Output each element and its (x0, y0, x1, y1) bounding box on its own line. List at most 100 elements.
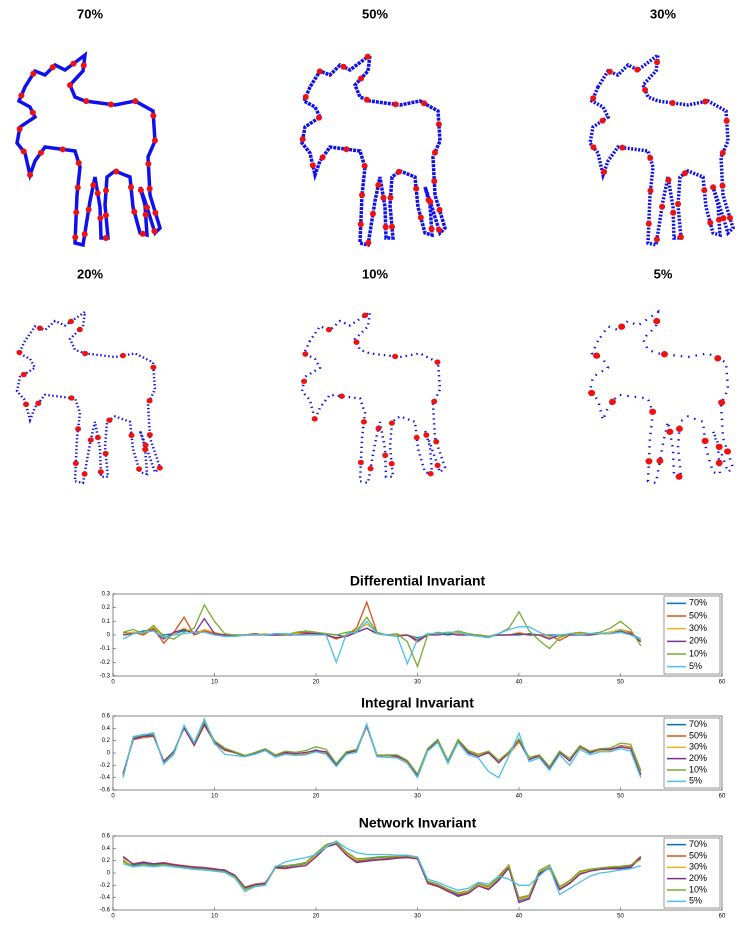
x-tick-label: 10 (211, 794, 218, 800)
sample-point (16, 349, 23, 356)
moose-panel (299, 53, 447, 247)
sample-point (413, 434, 420, 441)
x-tick-label: 20 (313, 680, 320, 686)
moose-panel (588, 310, 735, 485)
sample-point (719, 182, 726, 189)
sample-point (23, 401, 30, 408)
sample-point (102, 450, 109, 457)
sample-point (431, 178, 438, 185)
sample-point (90, 182, 97, 189)
sample-point (325, 326, 332, 333)
sample-point (136, 466, 143, 472)
sample-point (72, 460, 79, 466)
sample-point (659, 203, 666, 210)
y-tick-label: 0.4 (102, 726, 111, 732)
sample-point (94, 190, 101, 197)
sample-point (608, 398, 616, 405)
sample-point (18, 92, 25, 99)
sample-point (102, 235, 109, 241)
x-tick-label: 40 (516, 914, 523, 920)
series-line (122, 620, 642, 666)
sample-point (392, 101, 399, 108)
sample-point (97, 215, 104, 222)
sample-point (645, 458, 653, 465)
y-tick-label: 0.1 (102, 619, 111, 625)
sample-point (388, 420, 395, 426)
moose-outline (15, 310, 162, 485)
sample-point (150, 364, 157, 370)
sample-point (319, 154, 326, 161)
sample-point (299, 136, 306, 143)
sample-point (593, 352, 601, 359)
sample-point (413, 185, 420, 192)
sample-point (431, 398, 438, 405)
sample-point (588, 389, 596, 397)
x-tick-label: 20 (313, 794, 320, 800)
y-tick-label: 0.4 (102, 846, 111, 852)
x-tick-label: 50 (617, 914, 624, 920)
sample-point (361, 162, 368, 169)
x-tick-label: 30 (414, 794, 421, 800)
sample-point (142, 446, 149, 453)
sample-point (30, 70, 37, 77)
sample-point (81, 231, 88, 238)
moose-outline (15, 53, 162, 247)
legend-label: 70% (689, 839, 707, 849)
x-tick-label: 60 (719, 914, 726, 920)
sample-point (150, 112, 157, 119)
sample-point (302, 351, 309, 357)
sample-point (128, 432, 135, 439)
sample-point (343, 146, 350, 153)
moose-panel (15, 53, 162, 247)
sample-point (434, 462, 441, 468)
moose-panel (300, 310, 447, 485)
chart-title: Differential Invariant (350, 573, 486, 589)
sample-point (49, 64, 56, 71)
sample-point (675, 200, 682, 207)
sample-point (681, 170, 688, 177)
sample-point (431, 149, 438, 156)
legend-label: 50% (689, 850, 707, 860)
sample-point (156, 465, 163, 471)
x-tick-label: 30 (414, 914, 421, 920)
x-tick-label: 40 (516, 794, 523, 800)
sample-point (653, 236, 660, 243)
sample-point (67, 318, 74, 325)
sample-point (142, 211, 149, 218)
sample-point (309, 162, 316, 169)
sample-point (146, 397, 153, 404)
sample-point (83, 98, 90, 105)
sample-point (710, 184, 717, 191)
sample-point (656, 457, 664, 464)
sample-point (20, 371, 27, 378)
legend-label: 20% (689, 753, 707, 763)
sample-point (353, 339, 360, 345)
sample-point (68, 395, 75, 401)
x-tick-label: 0 (111, 794, 115, 800)
y-tick-label: 0.2 (102, 738, 111, 744)
sample-point (666, 428, 674, 435)
sample-point (67, 82, 74, 89)
sample-point (720, 215, 727, 222)
sample-point (654, 59, 661, 66)
legend-label: 20% (689, 636, 707, 646)
sample-point (718, 399, 726, 406)
sample-point (435, 121, 442, 128)
y-tick-label: -0.4 (100, 775, 111, 781)
sample-point (363, 96, 370, 103)
sample-point (76, 326, 83, 333)
legend-label: 70% (689, 598, 707, 608)
y-tick-label: -0.6 (100, 908, 111, 914)
sample-point (645, 220, 652, 227)
sample-point (599, 117, 606, 124)
sample-point (590, 95, 597, 102)
moose-outline (588, 310, 735, 485)
sample-point (107, 101, 114, 108)
y-tick-label: -0.6 (100, 788, 111, 794)
sample-point (359, 191, 366, 198)
sample-point (80, 62, 87, 69)
moose-outline (300, 310, 447, 485)
legend-label: 5% (689, 896, 702, 906)
sample-point (362, 312, 369, 319)
sample-point (70, 60, 77, 67)
